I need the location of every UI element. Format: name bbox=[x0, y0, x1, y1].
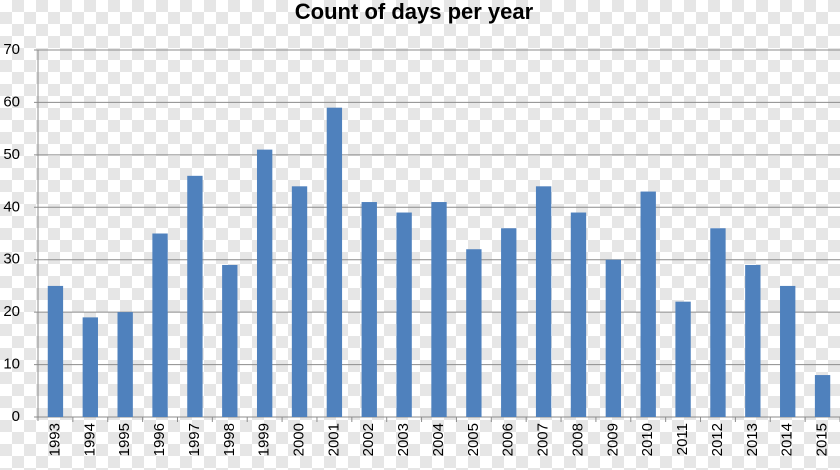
x-tick-label: 1995 bbox=[116, 423, 133, 456]
y-tick-label: 60 bbox=[3, 93, 20, 110]
bar bbox=[466, 249, 482, 417]
bar bbox=[396, 212, 412, 417]
bar bbox=[82, 317, 98, 417]
y-tick-label: 20 bbox=[3, 303, 20, 320]
x-tick-label: 2006 bbox=[500, 423, 517, 456]
y-tick-label: 10 bbox=[3, 356, 20, 373]
x-tick-label: 1994 bbox=[81, 423, 98, 456]
bar bbox=[187, 175, 203, 417]
x-tick-label: 2013 bbox=[744, 423, 761, 456]
bar bbox=[431, 202, 447, 417]
bar bbox=[291, 186, 308, 417]
y-tick-label: 30 bbox=[3, 251, 20, 268]
x-tick-label: 1993 bbox=[46, 423, 63, 456]
bar bbox=[152, 233, 168, 417]
x-tick-label: 2009 bbox=[604, 423, 621, 456]
x-tick-label: 2008 bbox=[569, 423, 586, 456]
bar bbox=[47, 285, 64, 417]
bar bbox=[605, 259, 622, 417]
bar bbox=[326, 107, 343, 418]
x-tick-label: 2011 bbox=[674, 423, 691, 455]
bar bbox=[710, 228, 726, 417]
x-tick-label: 2000 bbox=[290, 423, 307, 456]
y-tick-label: 50 bbox=[3, 146, 20, 163]
x-tick-label: 1996 bbox=[151, 423, 168, 456]
x-tick-label: 2005 bbox=[465, 423, 482, 456]
bar bbox=[501, 228, 517, 417]
x-tick-label: 2014 bbox=[779, 423, 796, 456]
bar bbox=[814, 375, 831, 417]
bar bbox=[361, 202, 377, 417]
bar bbox=[117, 312, 133, 417]
bar bbox=[675, 301, 691, 417]
bar bbox=[222, 264, 238, 417]
bar bbox=[780, 285, 796, 417]
x-tick-label: 2002 bbox=[360, 423, 377, 456]
x-tick-label: 2004 bbox=[430, 423, 447, 456]
y-tick-label: 0 bbox=[12, 408, 20, 425]
bar bbox=[256, 149, 273, 417]
chart-title: Count of days per year bbox=[295, 0, 534, 24]
x-tick-label: 2012 bbox=[709, 423, 726, 456]
x-tick-label: 1998 bbox=[221, 423, 238, 456]
bar bbox=[570, 212, 587, 417]
bar bbox=[745, 264, 761, 417]
x-tick-label: 1999 bbox=[256, 423, 273, 456]
x-tick-label: 2007 bbox=[535, 423, 552, 456]
x-tick-label: 2015 bbox=[814, 423, 831, 456]
x-tick-label: 2010 bbox=[639, 423, 656, 456]
y-tick-label: 70 bbox=[3, 41, 20, 58]
bar bbox=[535, 186, 552, 417]
y-tick-label: 40 bbox=[3, 198, 20, 215]
bar bbox=[640, 191, 656, 417]
x-tick-label: 2001 bbox=[325, 423, 342, 456]
x-tick-label: 1997 bbox=[186, 423, 203, 456]
x-tick-label: 2003 bbox=[395, 423, 412, 456]
